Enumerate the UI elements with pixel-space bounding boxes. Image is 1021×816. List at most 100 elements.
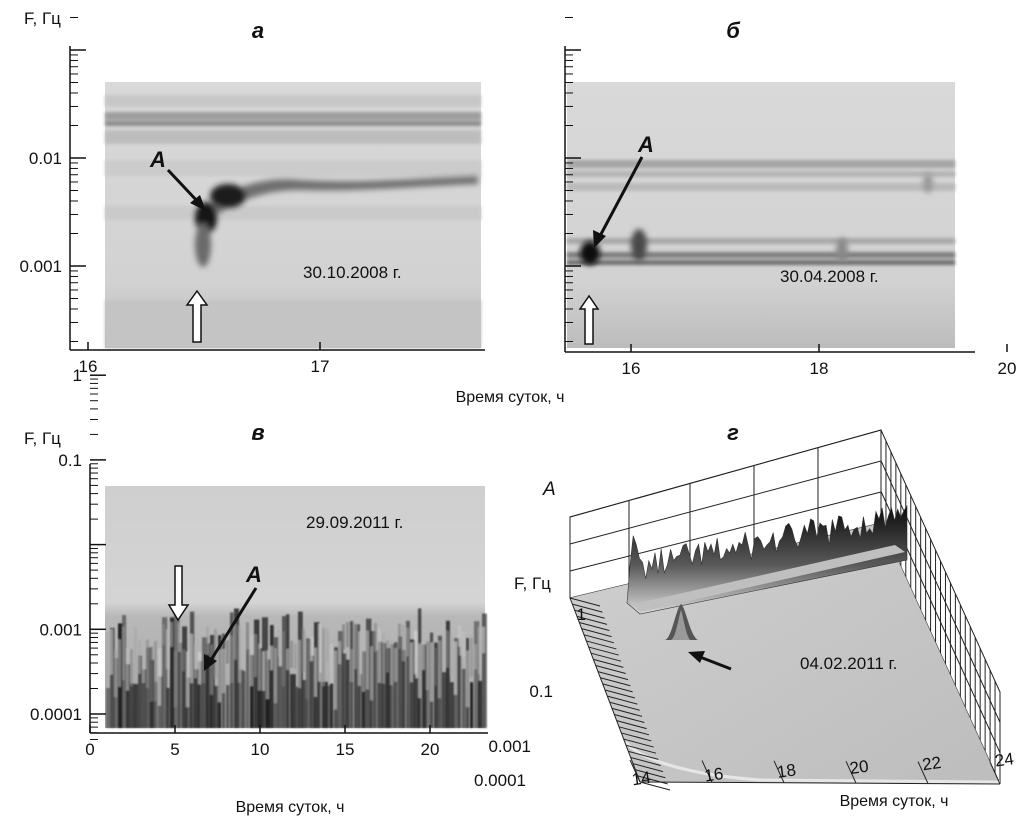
panel-g-frequency-tick <box>621 732 652 742</box>
panel-v-noise-stripe <box>110 629 113 675</box>
panel-v-noise-stripe <box>250 635 253 687</box>
panel-v-noise-stripe <box>318 672 322 728</box>
panel-a-y-tick-label: 0.001 <box>19 257 62 276</box>
panel-v-noise-stripe <box>166 687 170 728</box>
panel-v-x-tick-label: 0 <box>85 740 94 759</box>
panel-a-annotation-label: A <box>149 147 166 172</box>
panel-v-noise-stripe <box>482 613 487 728</box>
panel-v <box>105 486 487 728</box>
panel-v-noise-stripe <box>398 636 403 728</box>
panel-g-time-tick <box>917 761 929 784</box>
panel-v-y-axis-label: F, Гц <box>24 429 61 448</box>
panel-v-noise-stripe <box>178 623 181 652</box>
panel-v-noise-stripe <box>274 648 277 704</box>
panel-v-noise-stripe <box>146 639 149 688</box>
panel-v-noise-stripe <box>294 643 297 669</box>
panel-v-noise-stripe <box>198 661 203 728</box>
panel-g-peak <box>665 604 698 640</box>
panel-a-y-axis-label: F, Гц <box>24 9 61 28</box>
panel-v-x-tick-label: 20 <box>421 740 440 759</box>
panel-v-noise-stripe <box>446 630 449 668</box>
panel-v-noise-stripe <box>354 624 360 728</box>
panel-g-frequency-tick <box>618 726 650 736</box>
panel-g-time-tick-label: 22 <box>921 753 942 774</box>
panel-g-time-ticks <box>629 759 1001 785</box>
panel-v-noise-stripe <box>210 644 213 695</box>
panel-v-noise-stripe <box>466 650 469 708</box>
panel-v-noise-stripe <box>346 622 349 648</box>
panel-g-frequency-tick <box>595 664 626 674</box>
panel-v-noise-stripe <box>474 644 477 670</box>
panel-v-noise-stripe <box>242 638 245 670</box>
panel-v-noise-stripe <box>422 644 427 728</box>
panel-v-noise-stripe <box>386 648 392 728</box>
panel-v-noise-stripe <box>370 646 373 701</box>
panel-v-annotation-arrow <box>204 587 258 671</box>
panel-g-frequency-tick <box>579 622 610 632</box>
panel-g-peak-arrow <box>688 651 732 671</box>
panel-v-noise-stripe <box>182 649 185 671</box>
panel-v-noise-stripe <box>166 629 169 669</box>
panel-v-noise-stripe <box>206 626 209 655</box>
panel-v-noise-stripe <box>402 649 406 728</box>
panel-g-z-axis-label: A <box>542 479 556 500</box>
panel-v-annotation-label: A <box>245 562 262 587</box>
panel-v-y-tick-label: 0.1 <box>58 451 82 470</box>
panel-g-time-tick <box>773 760 785 784</box>
panel-v-noise-stripe <box>190 633 193 684</box>
panel-b-date: 30.04.2008 г. <box>780 267 879 286</box>
panel-v-noise-stripe <box>226 640 229 664</box>
panel-v-x-axis-label: Время суток, ч <box>236 799 345 816</box>
panel-b-label: б <box>726 18 741 43</box>
panel-v-noise-stripe <box>126 664 130 728</box>
panel-g-frequency-tick <box>625 744 657 754</box>
panel-g-surface <box>626 504 908 615</box>
panel-v-x-tick-label: 15 <box>336 740 355 759</box>
panel-v-noise-stripe <box>322 681 328 728</box>
panel-v-noise-stripe <box>398 623 401 649</box>
panel-v-noise-stripe <box>206 643 212 728</box>
panel-v-noise-stripe <box>450 634 453 676</box>
panel-g-frequency-tick <box>632 763 664 773</box>
panel-v-noise-stripe <box>362 636 365 692</box>
panel-g-x-axis-label: Время суток, ч <box>840 793 949 810</box>
panel-g-frequency-ticks <box>569 597 671 791</box>
panel-v-noise-stripe <box>414 678 420 728</box>
panel-v-noise-stripe <box>254 634 257 678</box>
panel-b-annotation-label: A <box>637 132 654 157</box>
axes-layer: 10.010.00116171618202210.10.0010.0001051… <box>19 16 1016 790</box>
panel-v-noise-stripe <box>394 642 398 728</box>
panel-v-noise-stripe <box>266 650 269 699</box>
panel-g-frequency-tick <box>639 781 671 791</box>
panel-v-noise-stripe <box>406 620 410 728</box>
panel-a-y-tick-label: 0.01 <box>29 149 62 168</box>
panel-v-noise-stripe <box>290 640 293 668</box>
panel-v-noise-stripe <box>118 639 121 687</box>
panel-v-noise-stripe <box>334 650 337 710</box>
panel-v-noise-stripe <box>106 687 110 728</box>
panel-g <box>569 429 1001 791</box>
panel-v-noise-stripe <box>358 674 364 728</box>
panel-v-noise-stripe <box>478 626 481 674</box>
panel-v-noise-stripe <box>390 641 393 686</box>
panel-v-noise-stripe <box>322 627 325 687</box>
panel-v-noise-stripe <box>374 622 377 652</box>
panel-v-noise-stripe <box>294 686 299 728</box>
panel-g-frequency-tick <box>597 671 629 681</box>
panel-v-noise-stripe <box>346 659 350 728</box>
panel-g-label: г <box>727 420 739 445</box>
panel-v-noise-stripe <box>426 640 429 690</box>
panel-g-frequency-tick <box>576 615 608 625</box>
panel-v-label: в <box>251 420 264 445</box>
panel-v-noise-stripe <box>470 637 473 677</box>
panel-v-noise-stripe <box>162 617 168 728</box>
panel-v-noise-stripe <box>302 679 307 728</box>
panel-g-frequency-tick <box>609 701 640 711</box>
panel-v-noise-stripe <box>186 651 189 708</box>
panel-g-side-grid-line <box>880 460 1001 723</box>
panel-v-noise-stripe <box>382 643 387 728</box>
panel-b-x-tick-label: 18 <box>810 359 829 378</box>
panel-v-noise-stripe <box>222 648 225 693</box>
panel-v-x-tick-label: 5 <box>170 740 179 759</box>
